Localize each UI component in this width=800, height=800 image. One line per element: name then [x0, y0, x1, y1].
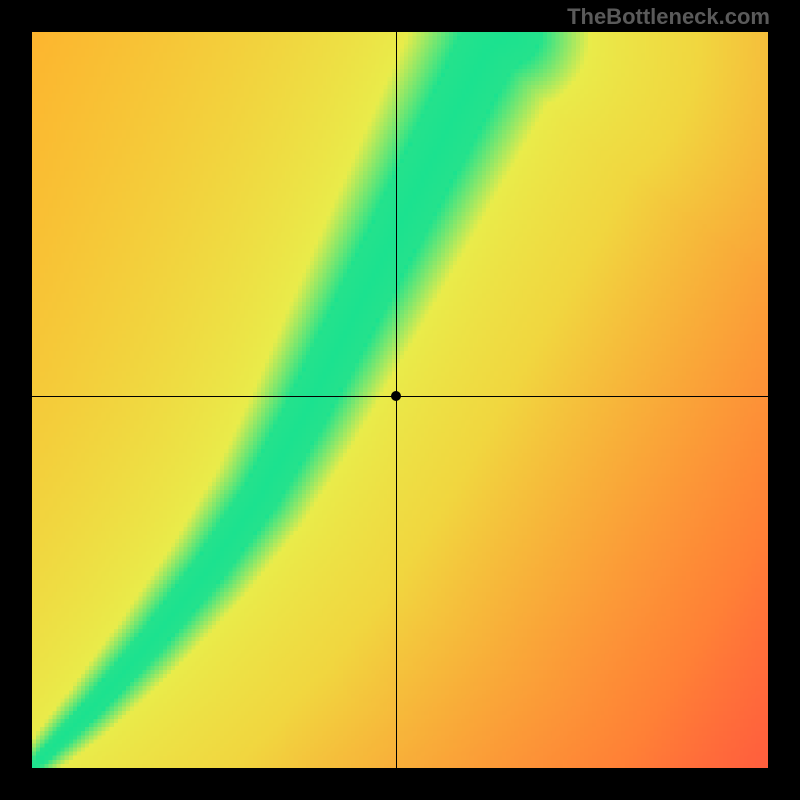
chart-container: TheBottleneck.com [0, 0, 800, 800]
watermark-text: TheBottleneck.com [567, 4, 770, 30]
bottleneck-heatmap [32, 32, 768, 768]
